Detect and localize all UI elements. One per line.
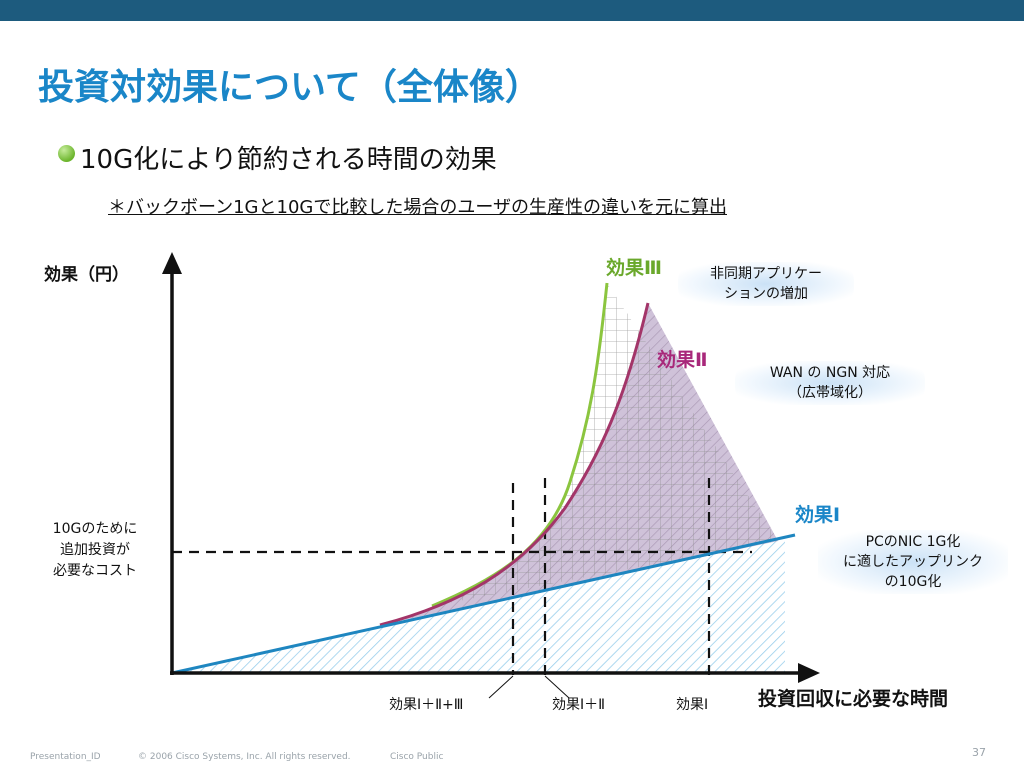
effect2-desc: WAN の NGN 対応 （広帯域化）: [735, 361, 925, 405]
effect1-line: [171, 533, 796, 675]
effect2-title: 効果Ⅱ: [657, 349, 708, 371]
bottom-label-effect12: 効果Ⅰ＋Ⅱ: [552, 697, 606, 713]
effect3-title: 効果Ⅲ: [606, 257, 662, 279]
footer-classification: Cisco Public: [390, 752, 444, 762]
bullet-text: 10G化により節約される時間の効果: [80, 145, 497, 175]
effect3-area: [432, 283, 778, 606]
bottom-label-effect1: 効果Ⅰ: [676, 697, 709, 713]
footer-presentation-id: Presentation_ID: [30, 752, 101, 762]
slide-title: 投資対効果について（全体像）: [38, 67, 541, 108]
cost-label: 10Gのために 追加投資が 必要なコスト: [52, 521, 138, 579]
effect2-curve: [379, 302, 650, 627]
x-axis-label: 投資回収に必要な時間: [758, 688, 949, 710]
top-banner: [0, 0, 1024, 21]
x-axis-arrow-icon: [798, 663, 820, 683]
bullet-dot-icon: [58, 145, 75, 162]
effect1-desc: PCのNIC 1G化 に適したアップリンク の10G化: [818, 530, 1008, 594]
y-axis-label: 効果（円）: [44, 265, 129, 285]
footer-copyright: © 2006 Cisco Systems, Inc. All rights re…: [138, 752, 351, 762]
effect3-desc: 非同期アプリケー ションの増加: [678, 262, 854, 306]
effect1-title: 効果Ⅰ: [795, 504, 841, 526]
page-number: 37: [972, 746, 986, 759]
note-text: ＊バックボーン1Gと10Gで比較した場合のユーザの生産性の違いを元に算出: [108, 197, 727, 218]
y-axis-arrow-icon: [162, 252, 182, 274]
bottom-label-effect123: 効果Ⅰ＋Ⅱ+Ⅲ: [389, 697, 464, 713]
